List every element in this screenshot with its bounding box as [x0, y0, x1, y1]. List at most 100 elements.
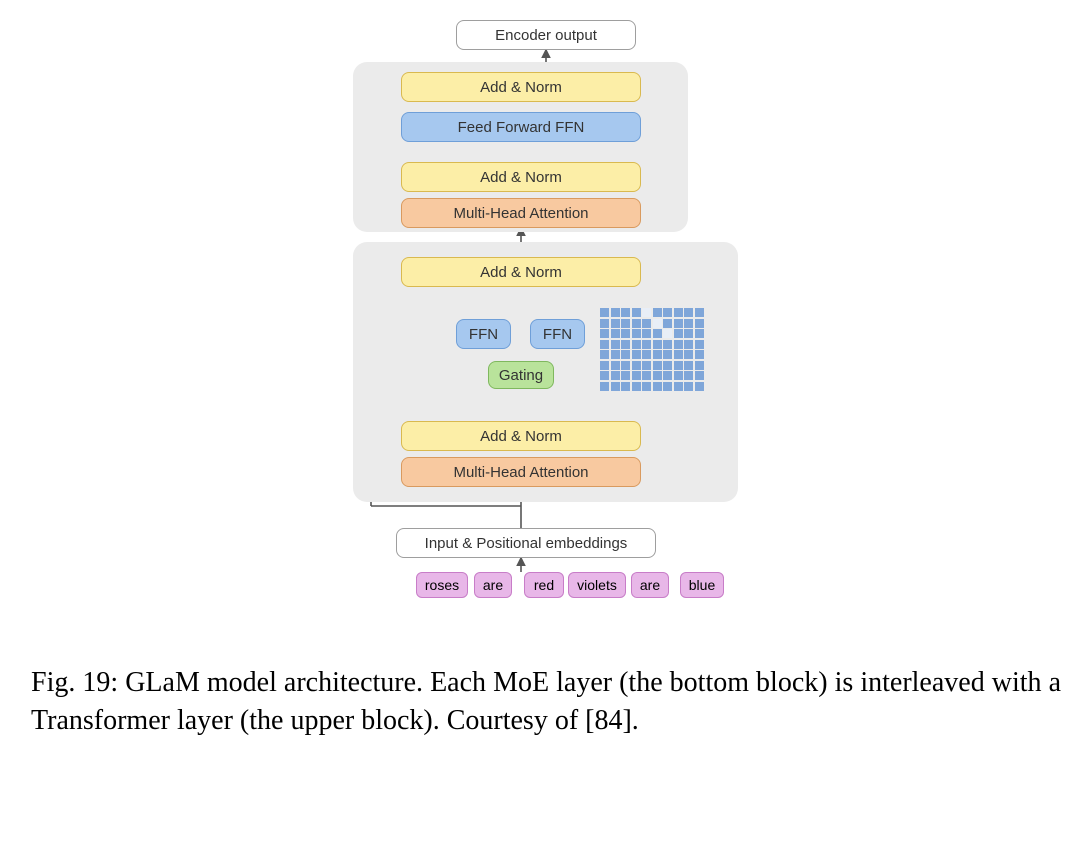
- expert-grid-cell: [611, 329, 620, 338]
- input-token-2-label: red: [534, 577, 554, 593]
- expert-grid-cell: [663, 371, 672, 380]
- expert-grid-cell: [632, 382, 641, 391]
- expert-grid-cell: [653, 382, 662, 391]
- add-norm-box-4-label: Add & Norm: [480, 428, 562, 445]
- multi-head-attention-box-top: Multi-Head Attention: [401, 198, 641, 228]
- expert-grid-cell: [695, 340, 704, 349]
- input-token-2: red: [524, 572, 564, 598]
- expert-grid-cell: [621, 329, 630, 338]
- moe-ffn-right: FFN: [530, 319, 585, 349]
- expert-grid-cell: [663, 382, 672, 391]
- expert-grid-cell: [653, 350, 662, 359]
- moe-ffn-left: FFN: [456, 319, 511, 349]
- multi-head-attention-box-bottom-label: Multi-Head Attention: [453, 464, 588, 481]
- expert-grid-cell: [600, 382, 609, 391]
- input-token-5: blue: [680, 572, 724, 598]
- expert-grid-cell: [663, 319, 672, 328]
- expert-grid-cell: [642, 350, 651, 359]
- expert-grid-cell: [674, 382, 683, 391]
- expert-grid-cell: [621, 361, 630, 370]
- expert-grid-cell: [674, 371, 683, 380]
- expert-grid-cell: [653, 319, 662, 328]
- expert-grid-icon: [600, 308, 704, 391]
- gating-box-label: Gating: [499, 367, 543, 384]
- expert-grid-cell: [674, 319, 683, 328]
- expert-grid-cell: [611, 382, 620, 391]
- expert-grid-cell: [632, 329, 641, 338]
- expert-grid-cell: [600, 329, 609, 338]
- add-norm-box-3: Add & Norm: [401, 257, 641, 287]
- add-norm-box-3-label: Add & Norm: [480, 264, 562, 281]
- expert-grid-cell: [684, 319, 693, 328]
- expert-grid-cell: [632, 371, 641, 380]
- expert-grid-cell: [600, 308, 609, 317]
- expert-grid-cell: [674, 329, 683, 338]
- expert-grid-cell: [663, 350, 672, 359]
- feed-forward-ffn-box-label: Feed Forward FFN: [458, 119, 585, 136]
- expert-grid-cell: [611, 340, 620, 349]
- expert-grid-cell: [642, 382, 651, 391]
- expert-grid-cell: [684, 350, 693, 359]
- expert-grid-cell: [674, 340, 683, 349]
- expert-grid-cell: [684, 382, 693, 391]
- expert-grid-cell: [632, 361, 641, 370]
- input-token-3: violets: [568, 572, 626, 598]
- expert-grid-cell: [642, 371, 651, 380]
- expert-grid-cell: [653, 340, 662, 349]
- expert-grid-cell: [674, 350, 683, 359]
- add-norm-box-1: Add & Norm: [401, 72, 641, 102]
- feed-forward-ffn-box: Feed Forward FFN: [401, 112, 641, 142]
- moe-ffn-right-label: FFN: [543, 326, 572, 343]
- expert-grid-cell: [600, 371, 609, 380]
- expert-grid-cell: [611, 361, 620, 370]
- expert-grid-cell: [695, 308, 704, 317]
- expert-grid-cell: [642, 329, 651, 338]
- expert-grid-cell: [621, 371, 630, 380]
- expert-grid-cell: [600, 361, 609, 370]
- input-token-4: are: [631, 572, 669, 598]
- expert-grid-cell: [600, 319, 609, 328]
- expert-grid-cell: [632, 340, 641, 349]
- expert-grid-cell: [684, 361, 693, 370]
- expert-grid-cell: [674, 361, 683, 370]
- input-embeddings-box-label: Input & Positional embeddings: [425, 535, 628, 552]
- expert-grid-cell: [695, 329, 704, 338]
- expert-grid-cell: [600, 340, 609, 349]
- expert-grid-cell: [684, 308, 693, 317]
- moe-ffn-left-label: FFN: [469, 326, 498, 343]
- multi-head-attention-box-bottom: Multi-Head Attention: [401, 457, 641, 487]
- expert-grid-cell: [653, 361, 662, 370]
- expert-grid-cell: [632, 308, 641, 317]
- encoder-output-box-label: Encoder output: [495, 27, 597, 44]
- expert-grid-cell: [684, 329, 693, 338]
- expert-grid-cell: [684, 340, 693, 349]
- expert-grid-cell: [653, 329, 662, 338]
- add-norm-box-4: Add & Norm: [401, 421, 641, 451]
- expert-grid-cell: [621, 340, 630, 349]
- expert-grid-cell: [621, 382, 630, 391]
- expert-grid-cell: [600, 350, 609, 359]
- input-token-0-label: roses: [425, 577, 459, 593]
- expert-grid-cell: [663, 340, 672, 349]
- expert-grid-cell: [611, 350, 620, 359]
- expert-grid-cell: [642, 361, 651, 370]
- expert-grid-cell: [621, 350, 630, 359]
- gating-box: Gating: [488, 361, 554, 389]
- input-token-0: roses: [416, 572, 468, 598]
- figure-caption: Fig. 19: GLaM model architecture. Each M…: [31, 664, 1061, 740]
- expert-grid-cell: [642, 340, 651, 349]
- add-norm-box-2-label: Add & Norm: [480, 169, 562, 186]
- encoder-output-box: Encoder output: [456, 20, 636, 50]
- expert-grid-cell: [674, 308, 683, 317]
- expert-grid-cell: [663, 308, 672, 317]
- expert-grid-cell: [621, 308, 630, 317]
- expert-grid-cell: [684, 371, 693, 380]
- expert-grid-cell: [611, 319, 620, 328]
- expert-grid-cell: [642, 319, 651, 328]
- expert-grid-cell: [611, 371, 620, 380]
- input-token-1: are: [474, 572, 512, 598]
- expert-grid-cell: [653, 371, 662, 380]
- expert-grid-cell: [663, 361, 672, 370]
- add-norm-box-2: Add & Norm: [401, 162, 641, 192]
- expert-grid-cell: [695, 319, 704, 328]
